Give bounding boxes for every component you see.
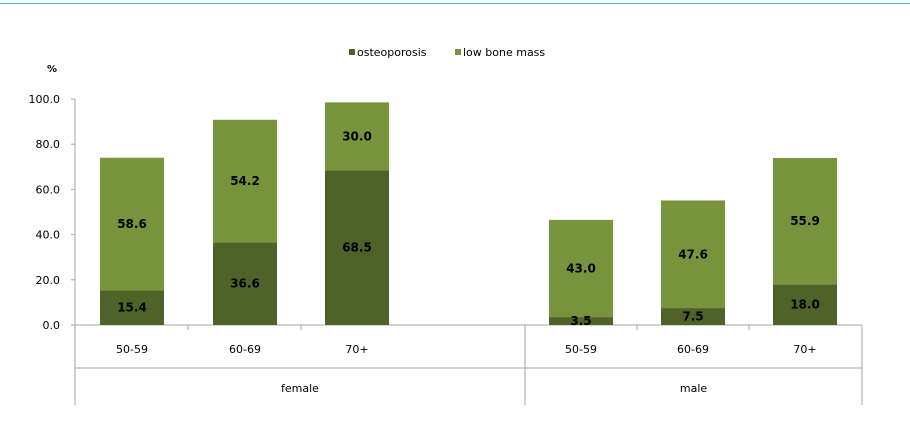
- axes: [71, 98, 863, 405]
- bar-osteoporosis: [773, 284, 837, 325]
- data-label-osteoporosis: 36.6: [230, 277, 260, 291]
- bar-osteoporosis: [549, 317, 613, 325]
- data-label-low-bone-mass: 58.6: [117, 217, 147, 231]
- legend-swatch-osteoporosis: [349, 49, 355, 55]
- bar-low-bone-mass: [325, 102, 389, 171]
- y-tick-label: 40.0: [36, 229, 61, 242]
- bar-low-bone-mass: [213, 119, 277, 243]
- top-divider-line: [0, 3, 910, 4]
- bar-low-bone-mass: [100, 157, 164, 291]
- x-group-label: male: [680, 382, 708, 395]
- x-category-label: 50-59: [116, 343, 148, 356]
- legend: osteoporosis low bone mass: [349, 46, 545, 59]
- data-label-low-bone-mass: 55.9: [790, 214, 820, 228]
- bar-low-bone-mass: [773, 157, 837, 285]
- bar-low-bone-mass: [661, 200, 725, 309]
- bar-osteoporosis: [661, 308, 725, 325]
- y-tick-label: 60.0: [36, 183, 61, 196]
- x-category-label: 60-69: [229, 343, 261, 356]
- y-tick-label: 20.0: [36, 274, 61, 287]
- x-category-label: 70+: [345, 343, 368, 356]
- x-category-label: 50-59: [565, 343, 597, 356]
- data-label-osteoporosis: 18.0: [790, 298, 820, 312]
- data-label-osteoporosis: 3.5: [570, 314, 591, 328]
- bars: [100, 102, 837, 325]
- bar-osteoporosis: [213, 242, 277, 325]
- data-label-low-bone-mass: 54.2: [230, 174, 260, 188]
- x-group-label: female: [281, 382, 319, 395]
- data-label-osteoporosis: 68.5: [342, 241, 372, 255]
- y-tick-label: 80.0: [36, 138, 61, 151]
- data-label-low-bone-mass: 30.0: [342, 129, 372, 143]
- data-label-low-bone-mass: 43.0: [566, 262, 596, 276]
- legend-label-low-bone-mass: low bone mass: [463, 46, 545, 59]
- bar-osteoporosis: [325, 170, 389, 325]
- bar-osteoporosis: [100, 290, 164, 325]
- data-label-osteoporosis: 15.4: [117, 301, 147, 315]
- x-category-label: 60-69: [677, 343, 709, 356]
- y-tick-label: 100.0: [29, 93, 61, 106]
- data-label-low-bone-mass: 47.6: [678, 247, 708, 261]
- legend-swatch-low-bone-mass: [455, 49, 461, 55]
- bar-low-bone-mass: [549, 219, 613, 318]
- y-tick-label: 0.0: [43, 319, 61, 332]
- x-category-label: 70+: [793, 343, 816, 356]
- data-label-osteoporosis: 7.5: [682, 310, 703, 324]
- y-axis-unit-label: %: [47, 64, 57, 75]
- legend-label-osteoporosis: osteoporosis: [357, 46, 427, 59]
- labels: 0.0 20.0 40.0 60.0 80.0 100.0 15.4 58.6 50-59 36.…: [29, 93, 820, 395]
